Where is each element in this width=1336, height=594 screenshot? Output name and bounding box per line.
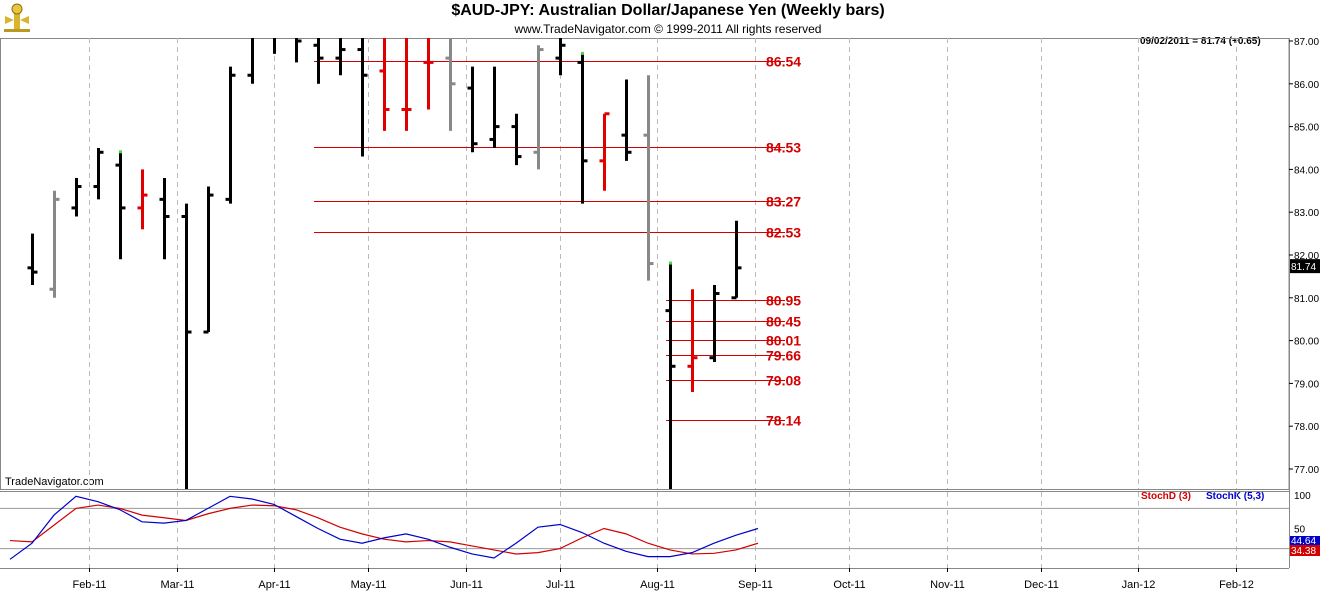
y-tick-label: 77.00 [1294,465,1319,476]
level-label: 78.14 [766,413,801,429]
x-tick-label: Jan-12 [1122,579,1156,591]
y-tick-label: 84.00 [1294,165,1319,176]
x-tick-label: May-11 [351,579,387,591]
level-label: 86.54 [766,54,801,70]
y-tick-label: 83.00 [1294,208,1319,219]
stoch-tick-label: 100 [1294,491,1311,502]
last-price-label: 81.74 [1291,262,1316,273]
x-tick-label: Jun-11 [450,579,483,591]
x-tick-label: Nov-11 [930,579,965,591]
new-high-marker [119,150,122,154]
y-tick-label: 86.00 [1294,80,1319,91]
x-tick-label: Feb-12 [1219,579,1254,591]
price-panel-frame [0,38,1290,490]
x-tick-label: Feb-11 [72,579,106,591]
level-label: 80.95 [766,293,801,309]
x-tick-label: Aug-11 [640,579,675,591]
legend-stochd: StochD (3) [1141,491,1191,502]
stochk-line [9,495,759,560]
level-label: 83.27 [766,194,801,210]
level-label: 80.45 [766,314,801,330]
legend-stochk: StochK (5,3) [1206,491,1265,502]
y-tick-label: 78.00 [1294,422,1319,433]
last-price-info: 09/02/2011 = 81.74 (+0.65) [1140,36,1261,47]
y-tick-label: 80.00 [1294,337,1319,348]
stochd-value-box [1290,545,1320,556]
y-tick-label: 79.00 [1294,379,1319,390]
x-tick-label: Sep-11 [738,579,773,591]
level-label: 79.66 [766,348,801,364]
brand-label: TradeNavigator.com [5,476,104,488]
x-tick-label: Mar-11 [160,579,194,591]
x-tick-label: Oct-11 [833,579,865,591]
level-label: 79.08 [766,373,801,389]
level-label: 80.01 [766,333,801,349]
level-label: 84.53 [766,140,801,156]
y-tick-label: 82.00 [1294,251,1319,262]
trade-navigator-logo-icon [4,3,30,32]
chart-title: $AUD-JPY: Australian Dollar/Japanese Yen… [451,2,885,19]
x-tick-label: Dec-11 [1024,579,1059,591]
stoch-tick-label: 50 [1294,525,1306,536]
new-high-marker [581,51,584,55]
x-tick-label: Jul-11 [546,579,575,591]
ohlc-bars [27,38,742,489]
y-tick-label: 87.00 [1294,37,1319,48]
stochk-value-box [1290,536,1320,545]
last-price-box [1290,259,1320,274]
level-label: 82.53 [766,225,801,241]
y-tick-label: 81.00 [1294,294,1319,305]
y-tick-label: 85.00 [1294,123,1319,134]
chart-header: $AUD-JPY: Australian Dollar/Japanese Yen… [0,0,1336,38]
x-tick-label: Apr-11 [258,579,290,591]
stochk-value-label: 44.64 [1291,536,1316,547]
new-high-marker [669,261,672,265]
copyright-text: www.TradeNavigator.com © 1999-2011 All r… [514,22,822,36]
stochd-line [9,504,759,555]
stochd-value-label: 34.38 [1291,546,1316,557]
